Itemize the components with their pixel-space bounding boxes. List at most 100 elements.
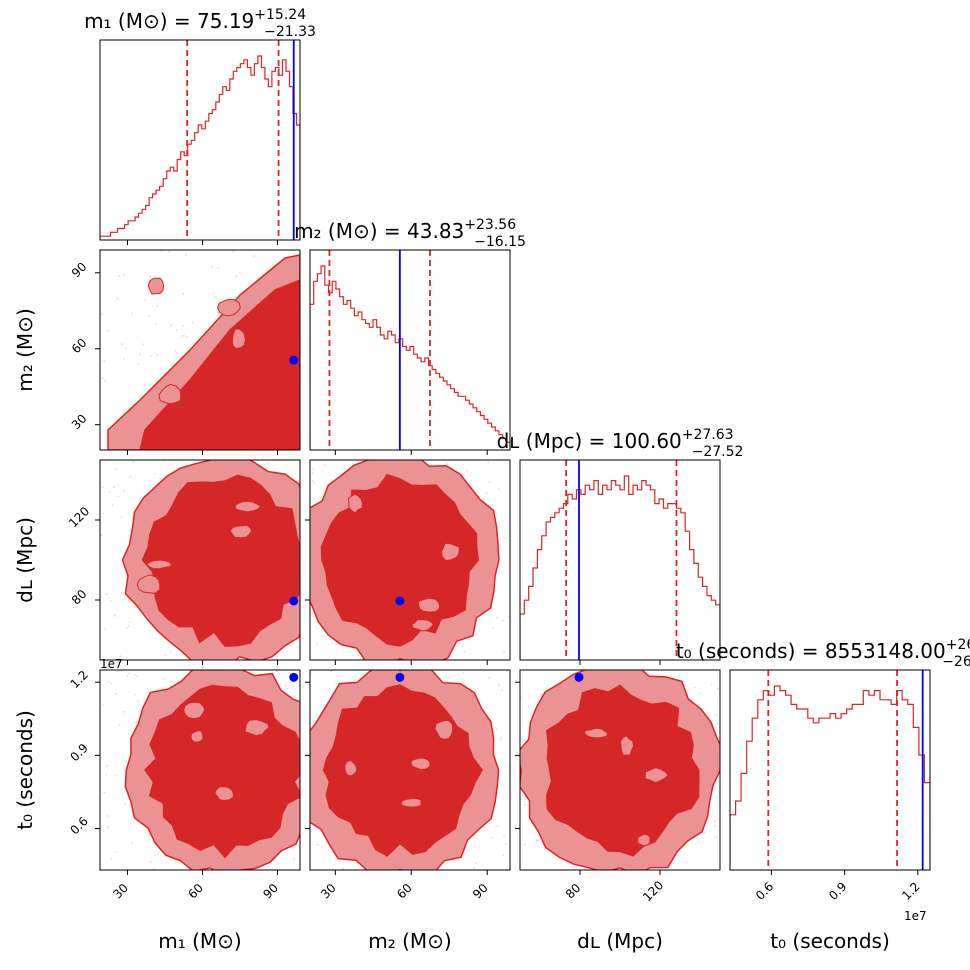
scatter-point (316, 642, 318, 645)
scatter-point (174, 350, 177, 352)
scatter-point (169, 651, 172, 654)
scatter-point (109, 600, 112, 602)
contour-inner (141, 474, 300, 647)
scatter-point (694, 686, 696, 689)
contour-hole (229, 524, 253, 539)
y-tick-label-t0: 1.2 (67, 668, 90, 691)
panel-2d-dL-vs-m2 (310, 460, 510, 660)
scatter-point (136, 675, 139, 678)
scatter-point (275, 670, 278, 673)
scatter-point (182, 292, 185, 295)
scatter-point (102, 704, 104, 706)
scatter-point (185, 253, 187, 256)
scatter-point (211, 266, 213, 268)
scatter-point (163, 678, 166, 680)
scatter-point (253, 255, 255, 257)
scatter-point (497, 488, 500, 491)
scatter-point (107, 680, 110, 683)
x-tick-label-m2: 30 (318, 881, 339, 902)
scatter-point (129, 476, 132, 478)
contour-hole (620, 735, 635, 756)
scatter-point (150, 354, 152, 357)
contour-hole (146, 559, 173, 570)
contour-hole (344, 759, 358, 777)
scatter-point (123, 273, 126, 276)
contour-hole (244, 718, 270, 737)
x-tick-label-dL: 80 (563, 881, 584, 902)
scatter-point (180, 335, 183, 337)
contour-hole (136, 574, 161, 594)
scatter-point (139, 353, 142, 355)
scatter-point (164, 654, 167, 657)
histogram-m1 (100, 40, 300, 240)
scatter-point (282, 651, 285, 654)
scatter-point (126, 627, 128, 630)
scatter-point (113, 486, 115, 489)
contour-inner (139, 279, 300, 450)
x-tick-label-t0: 0.9 (826, 879, 849, 902)
scatter-point (144, 299, 146, 301)
histogram-step (730, 685, 930, 870)
x-axis-label-t0: t₀ (seconds) (770, 929, 890, 953)
scatter-point (149, 275, 152, 278)
scatter-point (160, 250, 163, 252)
scatter-point (499, 538, 502, 541)
title-m1: m₁ (M⊙) = 75.19+15.24 −21.33 (84, 7, 316, 40)
scatter-point (107, 827, 110, 829)
scatter-point (107, 329, 110, 332)
panel-frame (99, 249, 301, 451)
contour-hole (234, 500, 262, 513)
scatter-point (168, 250, 170, 253)
y-tick-label-dL: 120 (66, 504, 92, 530)
scatter-point (106, 765, 108, 767)
scatter-point (124, 803, 127, 806)
scatter-point (311, 472, 314, 474)
scatter-point (170, 324, 172, 327)
scatter-point (101, 486, 104, 488)
scatter-point (119, 655, 122, 657)
scatter-point (126, 675, 129, 678)
truth-marker (289, 596, 299, 606)
scatter-point (715, 836, 718, 838)
truth-marker (395, 596, 405, 606)
scatter-point (239, 271, 241, 274)
scatter-point (488, 481, 491, 483)
contour-hole (217, 298, 241, 317)
contour-hole (411, 618, 435, 632)
panel-2d-t0-vs-m2 (310, 670, 508, 870)
scatter-point (502, 854, 504, 856)
contour-hole (348, 493, 363, 514)
x-offset-label-t0: 1e7 (904, 909, 927, 923)
scatter-point (127, 732, 130, 735)
scatter-point (137, 362, 139, 365)
scatter-point (183, 334, 185, 337)
scatter-point (118, 275, 121, 277)
scatter-point (267, 865, 269, 868)
y-offset-label-t0: 1e7 (100, 657, 123, 671)
contour-hole (147, 277, 165, 295)
scatter-point (344, 467, 346, 470)
panel-frame (99, 459, 301, 661)
scatter-point (235, 275, 238, 277)
panel-frame (519, 669, 721, 871)
scatter-point (100, 313, 103, 316)
scatter-point (312, 468, 314, 470)
scatter-point (128, 672, 131, 675)
scatter-point (535, 841, 537, 843)
contour-hole (232, 328, 246, 349)
scatter-point (496, 617, 498, 619)
panel-frame (729, 669, 931, 871)
histogram-t0 (730, 670, 930, 870)
y-axis-label-dL: dʟ (Mpc) (13, 517, 37, 603)
scatter-point (155, 322, 157, 325)
x-tick-label-m1: 90 (260, 881, 281, 902)
contour-hole (183, 701, 206, 720)
scatter-point (446, 463, 449, 465)
scatter-point (111, 504, 114, 506)
panel-2d-t0-vs-m1 (102, 670, 300, 870)
scatter-point (118, 724, 121, 727)
x-tick-label-m2: 60 (394, 881, 415, 902)
scatter-point (524, 803, 527, 806)
y-tick-label-m2: 30 (69, 412, 90, 433)
